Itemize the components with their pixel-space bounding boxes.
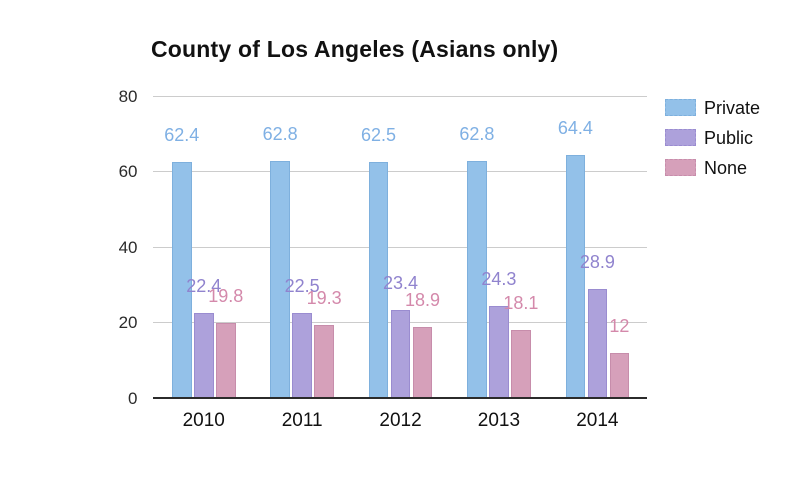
bar-none-2012 (412, 326, 433, 398)
bar-private-2013 (467, 160, 487, 398)
y-tick-label: 80 (118, 86, 138, 106)
legend-swatch-public (665, 129, 696, 146)
bar-value-label: 62.8 (459, 123, 495, 144)
bar-private-2010 (172, 162, 192, 398)
chart-title: County of Los Angeles (Asians only) (151, 36, 559, 62)
x-axis-line (152, 397, 647, 399)
bar-private-2012 (368, 162, 389, 398)
bar-public-2011 (292, 313, 312, 398)
bar-public-2012 (390, 309, 411, 398)
bar-value-label: 19.8 (208, 286, 244, 307)
legend-label: None (704, 157, 748, 178)
bar-value-label: 62.4 (164, 125, 200, 146)
bar-value-label: 22.4 (186, 276, 222, 297)
bar-value-label: 23.4 (383, 272, 419, 293)
y-tick-label: 60 (118, 162, 138, 181)
y-tick-label: 0 (128, 388, 138, 408)
legend-item-none: None (665, 157, 748, 178)
bar-public-2014 (587, 288, 608, 398)
gridline (152, 246, 647, 248)
y-tick-label: 40 (118, 237, 138, 257)
y-tick-label: 20 (118, 313, 138, 332)
legend-label: Private (704, 97, 761, 118)
bar-none-2011 (314, 325, 334, 398)
x-tick-label: 2011 (281, 410, 323, 431)
x-tick-label: 2010 (182, 410, 225, 431)
bar-value-label: 22.5 (284, 276, 320, 297)
bar-private-2011 (270, 160, 290, 398)
bar-value-label: 62.8 (262, 123, 298, 144)
gridline (152, 95, 647, 97)
bar-value-label: 62.5 (361, 125, 397, 146)
bar-none-2014 (609, 352, 630, 398)
bar-value-label: 19.3 (306, 288, 342, 309)
bar-value-label: 24.3 (481, 269, 517, 290)
bar-private-2014 (565, 154, 586, 398)
bar-value-label: 64.4 (557, 117, 593, 138)
legend-item-private: Private (665, 97, 761, 118)
legend-item-public: Public (665, 127, 754, 148)
legend-label: Public (704, 127, 754, 148)
bar-none-2010 (216, 323, 236, 398)
x-tick-label: 2014 (576, 410, 619, 431)
bar-public-2010 (194, 313, 214, 398)
bar-value-label: 18.1 (503, 292, 539, 313)
legend-swatch-none (665, 159, 696, 176)
bar-value-label: 18.9 (405, 289, 441, 310)
bar-value-label: 12 (609, 315, 630, 336)
bar-none-2013 (511, 329, 531, 398)
legend-swatch-private (665, 99, 696, 116)
bar-value-label: 28.9 (579, 251, 615, 272)
gridline (152, 171, 647, 172)
x-tick-label: 2013 (477, 410, 521, 431)
x-tick-label: 2012 (379, 410, 422, 431)
bar-public-2013 (489, 306, 509, 398)
